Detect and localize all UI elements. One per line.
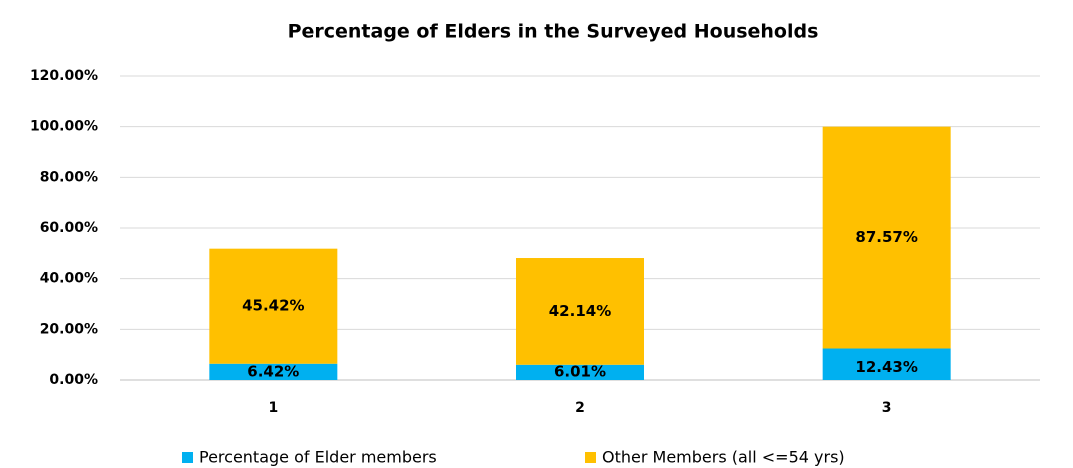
x-tick-label: 2 bbox=[575, 400, 585, 416]
y-tick-label: 80.00% bbox=[40, 169, 98, 185]
legend-label: Other Members (all <=54 yrs) bbox=[602, 448, 845, 467]
chart-title: Percentage of Elders in the Surveyed Hou… bbox=[288, 21, 819, 43]
legend-swatch bbox=[585, 452, 596, 463]
data-label: 45.42% bbox=[242, 297, 304, 315]
data-label: 87.57% bbox=[855, 228, 917, 246]
bar-segment bbox=[209, 248, 338, 364]
y-tick-label: 40.00% bbox=[40, 271, 98, 287]
data-label: 6.01% bbox=[554, 363, 606, 381]
bar-segment bbox=[516, 258, 644, 365]
y-tick-label: 100.00% bbox=[30, 119, 98, 135]
data-label: 42.14% bbox=[549, 302, 611, 320]
x-tick-label: 3 bbox=[882, 400, 892, 416]
legend-swatch bbox=[182, 452, 193, 463]
legend-label: Percentage of Elder members bbox=[199, 448, 437, 467]
data-label: 12.43% bbox=[855, 358, 917, 376]
y-tick-label: 120.00% bbox=[30, 68, 98, 84]
bar-segment bbox=[822, 126, 951, 349]
y-tick-label: 60.00% bbox=[40, 220, 98, 236]
data-label: 6.42% bbox=[247, 363, 299, 381]
bar-segment bbox=[822, 348, 951, 380]
bar-segment bbox=[209, 363, 338, 380]
y-tick-label: 20.00% bbox=[40, 321, 98, 337]
y-tick-label: 0.00% bbox=[49, 372, 98, 388]
bar-segment bbox=[516, 364, 644, 380]
x-tick-label: 1 bbox=[268, 400, 278, 416]
